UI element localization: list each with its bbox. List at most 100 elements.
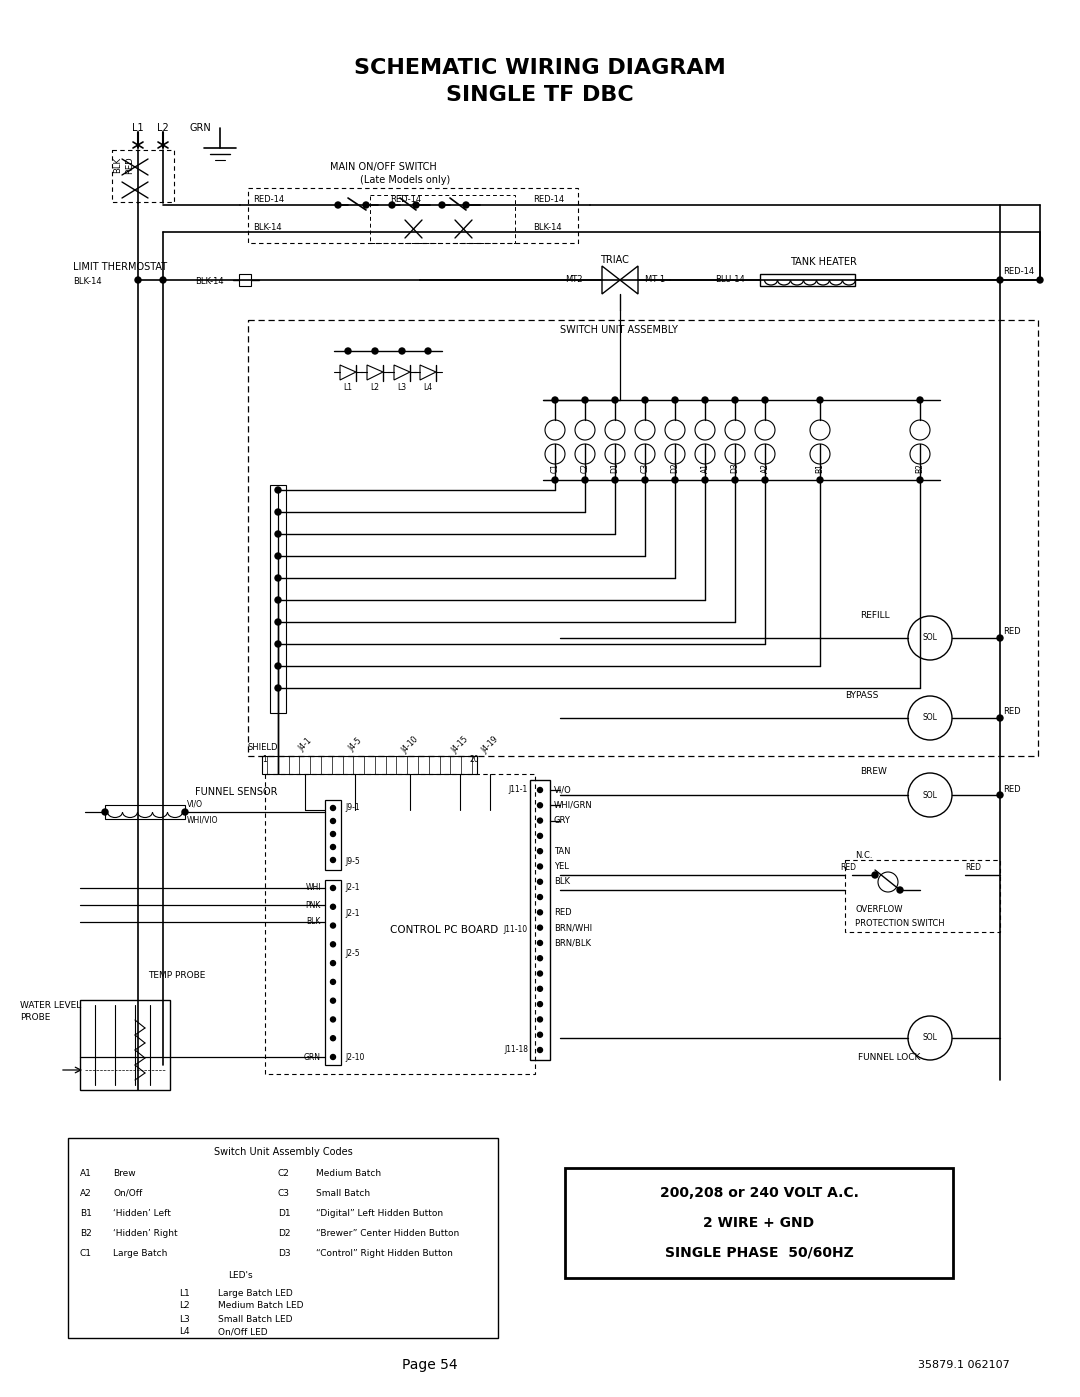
- Circle shape: [642, 476, 648, 483]
- Circle shape: [330, 819, 336, 823]
- Circle shape: [335, 203, 341, 208]
- Text: Brew: Brew: [113, 1168, 136, 1178]
- Text: L1: L1: [132, 123, 144, 133]
- Text: GRY: GRY: [554, 816, 571, 826]
- Circle shape: [330, 858, 336, 862]
- Text: LIMIT THERMOSTAT: LIMIT THERMOSTAT: [73, 263, 167, 272]
- Circle shape: [275, 531, 281, 536]
- Text: J11-1: J11-1: [509, 785, 528, 795]
- Text: SCHEMATIC WIRING DIAGRAM: SCHEMATIC WIRING DIAGRAM: [354, 59, 726, 78]
- Bar: [565, 1168, 953, 1278]
- Circle shape: [997, 792, 1003, 798]
- Bar: [68, 1139, 498, 1338]
- Circle shape: [160, 277, 166, 284]
- Circle shape: [330, 1017, 336, 1023]
- Text: PROBE: PROBE: [21, 1013, 51, 1023]
- Circle shape: [102, 809, 108, 814]
- Bar: [325, 880, 341, 1065]
- Circle shape: [582, 476, 588, 483]
- Text: BLK: BLK: [113, 156, 122, 173]
- Circle shape: [399, 348, 405, 353]
- Circle shape: [183, 809, 188, 814]
- Text: RED: RED: [125, 156, 135, 173]
- Text: TRIAC: TRIAC: [600, 256, 629, 265]
- Text: BREW: BREW: [860, 767, 887, 777]
- Text: 1: 1: [262, 756, 267, 764]
- Text: BLK-14: BLK-14: [534, 224, 562, 232]
- Text: J4-1: J4-1: [297, 736, 313, 753]
- Circle shape: [538, 925, 542, 930]
- Text: (Late Models only): (Late Models only): [360, 175, 450, 184]
- Text: L4: L4: [179, 1327, 189, 1337]
- Text: D1: D1: [278, 1208, 291, 1218]
- Text: L3: L3: [178, 1315, 189, 1323]
- Text: Switch Unit Assembly Codes: Switch Unit Assembly Codes: [214, 1147, 352, 1157]
- Text: J2-1: J2-1: [345, 883, 360, 893]
- Circle shape: [538, 788, 542, 792]
- Circle shape: [538, 819, 542, 823]
- Text: RED: RED: [840, 863, 856, 873]
- Text: J2-5: J2-5: [345, 950, 360, 958]
- Text: GRN: GRN: [303, 1052, 321, 1062]
- Circle shape: [330, 961, 336, 965]
- Text: BYPASS: BYPASS: [845, 690, 878, 700]
- Circle shape: [426, 348, 431, 353]
- Circle shape: [538, 894, 542, 900]
- Bar: [270, 485, 286, 712]
- Text: PNK: PNK: [306, 901, 321, 909]
- Text: On/Off: On/Off: [113, 1189, 143, 1197]
- Text: RED-14: RED-14: [1003, 267, 1035, 277]
- Text: RED: RED: [1003, 627, 1021, 637]
- Text: MAIN ON/OFF SWITCH: MAIN ON/OFF SWITCH: [330, 162, 436, 172]
- Text: RED: RED: [1003, 707, 1021, 717]
- Circle shape: [732, 397, 738, 402]
- Text: MT 1: MT 1: [645, 275, 665, 285]
- Circle shape: [413, 203, 419, 208]
- Text: J4-5: J4-5: [347, 736, 363, 753]
- Circle shape: [672, 397, 678, 402]
- Text: Small Batch: Small Batch: [316, 1189, 370, 1197]
- Circle shape: [702, 397, 708, 402]
- Text: Page 54: Page 54: [402, 1358, 458, 1372]
- Circle shape: [538, 971, 542, 977]
- Text: TANK HEATER: TANK HEATER: [789, 257, 856, 267]
- Text: Small Batch LED: Small Batch LED: [218, 1315, 293, 1323]
- Bar: [112, 149, 174, 203]
- Circle shape: [538, 986, 542, 992]
- Circle shape: [702, 476, 708, 483]
- Circle shape: [330, 979, 336, 985]
- Circle shape: [897, 887, 903, 893]
- Text: 2 WIRE + GND: 2 WIRE + GND: [703, 1215, 814, 1229]
- Circle shape: [330, 831, 336, 837]
- Text: A1: A1: [80, 1168, 92, 1178]
- Circle shape: [330, 999, 336, 1003]
- Bar: [248, 189, 578, 243]
- Text: J4-19: J4-19: [480, 735, 500, 754]
- Text: B1: B1: [815, 462, 824, 474]
- Circle shape: [538, 834, 542, 838]
- Circle shape: [816, 476, 823, 483]
- Circle shape: [330, 1035, 336, 1041]
- Text: WHI/VIO: WHI/VIO: [187, 816, 218, 824]
- Bar: [760, 274, 855, 286]
- Text: D1: D1: [610, 462, 620, 474]
- Text: D3: D3: [278, 1249, 291, 1257]
- Circle shape: [275, 553, 281, 559]
- Text: J4-15: J4-15: [450, 735, 470, 754]
- Text: OVERFLOW: OVERFLOW: [855, 905, 903, 915]
- Text: L2: L2: [157, 123, 168, 133]
- Text: VI/O: VI/O: [554, 785, 571, 795]
- Text: RED-14: RED-14: [253, 196, 284, 204]
- Bar: [370, 196, 515, 243]
- Circle shape: [538, 909, 542, 915]
- Circle shape: [917, 397, 923, 402]
- Circle shape: [997, 636, 1003, 641]
- Text: BRN/BLK: BRN/BLK: [554, 939, 591, 947]
- Text: B2: B2: [916, 462, 924, 474]
- Circle shape: [538, 1017, 542, 1023]
- Circle shape: [330, 1055, 336, 1059]
- Text: REFILL: REFILL: [860, 610, 890, 619]
- Circle shape: [538, 803, 542, 807]
- Text: L1: L1: [178, 1288, 189, 1298]
- Text: B1: B1: [80, 1208, 92, 1218]
